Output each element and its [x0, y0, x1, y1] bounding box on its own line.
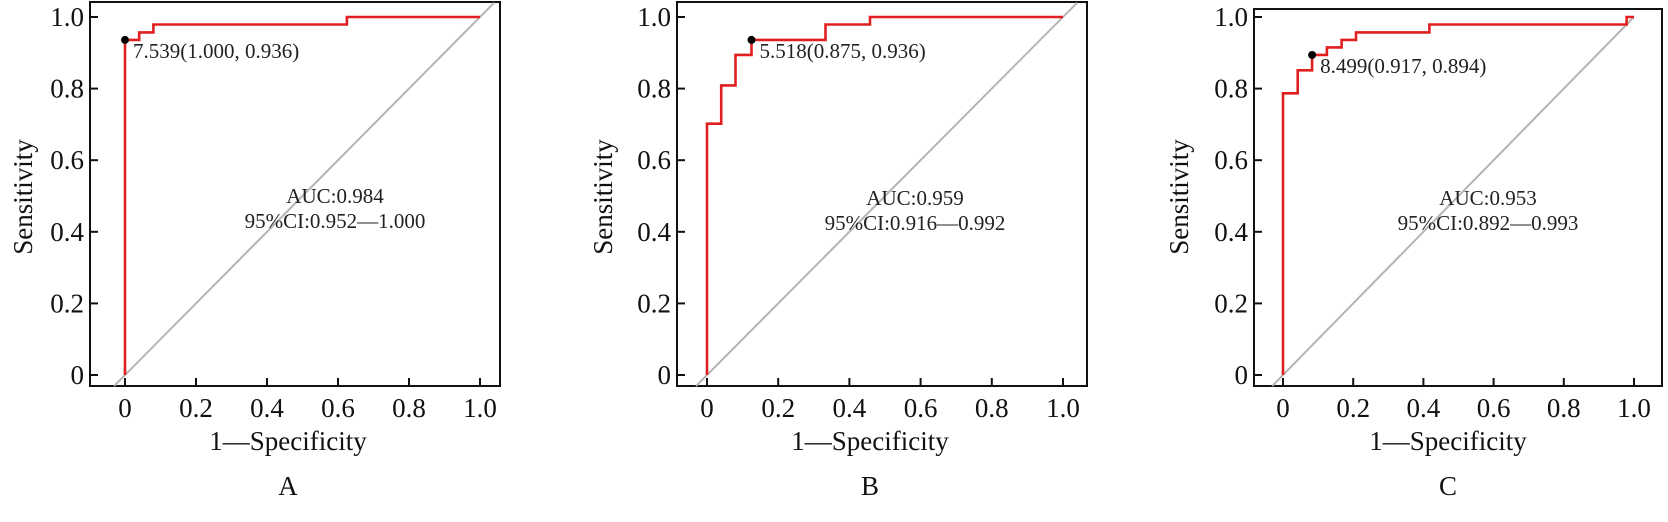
ci-label: 95%CI:0.916—0.992 — [825, 211, 1006, 235]
reference-diagonal — [113, 1, 495, 387]
roc-curve — [123, 15, 480, 375]
y-axis-title: Sensitivity — [588, 139, 618, 255]
plot-frame — [89, 1, 501, 387]
auc-label: AUC:0.959 — [866, 186, 963, 210]
y-tick-label: 0.4 — [50, 217, 84, 247]
x-tick-label: 0.4 — [833, 393, 867, 423]
y-tick-label: 0.8 — [50, 74, 84, 104]
y-tick-label: 0.2 — [1214, 288, 1248, 318]
y-tick-label: 0.2 — [637, 288, 671, 318]
panel-label: B — [861, 471, 879, 501]
y-axis-title: Sensitivity — [1164, 139, 1194, 255]
cutoff-label: 5.518(0.875, 0.936) — [760, 39, 926, 63]
x-tick-label: 0.2 — [1336, 393, 1370, 423]
x-axis-title: 1—Specificity — [209, 426, 367, 456]
x-tick-label: 0.8 — [1547, 393, 1581, 423]
cutoff-label: 7.539(1.000, 0.936) — [133, 39, 299, 63]
x-tick-label: 1.0 — [1617, 393, 1651, 423]
cutoff-point — [747, 35, 756, 44]
roc-panel-c: 0 0.2 0.4 0.6 0.8 1.0 0 0.2 0.4 0.6 0.8 1.0 8.499(0.… — [1164, 2, 1663, 501]
y-axis-title: Sensitivity — [8, 139, 38, 255]
x-tick-label: 0.4 — [250, 393, 284, 423]
cutoff-point — [1308, 50, 1317, 59]
y-tick-label: 0 — [658, 360, 672, 390]
x-tick-label: 1.0 — [463, 393, 497, 423]
x-tick-label: 0.8 — [975, 393, 1009, 423]
roc-curve — [705, 15, 1063, 375]
y-tick-label: 0.4 — [1214, 217, 1248, 247]
ci-label: 95%CI:0.892—0.993 — [1398, 211, 1579, 235]
cutoff-label: 8.499(0.917, 0.894) — [1320, 54, 1486, 78]
x-tick-label: 0.6 — [321, 393, 355, 423]
x-tick-label: 0.2 — [179, 393, 213, 423]
y-tick-label: 0.6 — [637, 145, 671, 175]
roc-curve — [1281, 15, 1634, 375]
x-tick-label: 0.8 — [392, 393, 426, 423]
y-tick-label: 0.4 — [637, 217, 671, 247]
y-tick-label: 0 — [1235, 360, 1249, 390]
y-tick-label: 0.6 — [50, 145, 84, 175]
x-tick-label: 0.4 — [1407, 393, 1441, 423]
x-tick-label: 0 — [700, 393, 714, 423]
plot-frame — [676, 1, 1088, 387]
y-tick-label: 0.8 — [1214, 74, 1248, 104]
ci-label: 95%CI:0.952—1.000 — [245, 209, 426, 233]
x-tick-label: 0.2 — [761, 393, 795, 423]
reference-diagonal — [1271, 16, 1635, 387]
y-tick-label: 1.0 — [1214, 2, 1248, 32]
y-tick-label: 0 — [71, 360, 85, 390]
cutoff-point — [121, 35, 129, 44]
x-axis-title: 1—Specificity — [1369, 426, 1527, 456]
roc-panel-a: 0 0.2 0.4 0.6 0.8 1.0 0 0.2 0.4 0.6 0.8 1.0 7.539(1.… — [8, 1, 501, 501]
x-tick-label: 0 — [1276, 393, 1290, 423]
reference-diagonal — [695, 1, 1078, 387]
x-axis-title: 1—Specificity — [791, 426, 949, 456]
y-tick-label: 0.8 — [637, 74, 671, 104]
x-tick-label: 0.6 — [904, 393, 938, 423]
panel-label: A — [278, 471, 298, 501]
y-tick-label: 1.0 — [50, 2, 84, 32]
y-tick-label: 0.2 — [50, 288, 84, 318]
panel-label: C — [1439, 471, 1457, 501]
x-tick-label: 1.0 — [1046, 393, 1080, 423]
roc-panel-b: 0 0.2 0.4 0.6 0.8 1.0 0 0.2 0.4 0.6 0.8 1.0 5.518(0.… — [588, 1, 1088, 501]
y-tick-label: 0.6 — [1214, 145, 1248, 175]
x-tick-label: 0.6 — [1477, 393, 1511, 423]
y-tick-label: 1.0 — [637, 2, 671, 32]
plot-frame — [1253, 8, 1663, 387]
auc-label: AUC:0.984 — [286, 184, 384, 208]
auc-label: AUC:0.953 — [1439, 186, 1536, 210]
x-tick-label: 0 — [118, 393, 132, 423]
